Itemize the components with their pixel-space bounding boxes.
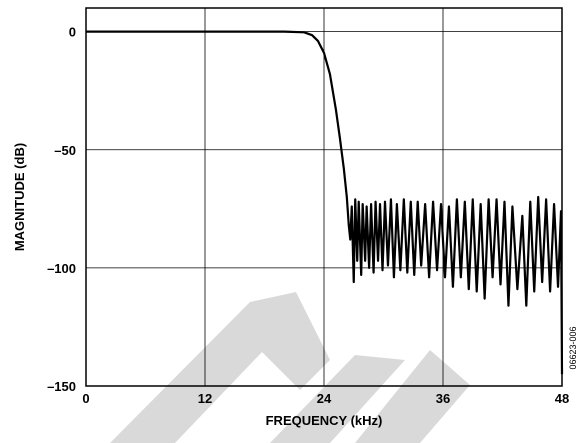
watermark-f-shape [355,350,470,443]
x-axis-title: FREQUENCY (kHz) [266,413,383,428]
y-axis-title: MAGNITUDE (dB) [12,143,27,251]
x-tick-label-4: 48 [555,391,569,406]
x-tick-label-2: 24 [317,391,332,406]
tick-labels: 0 12 24 36 48 0 –50 –100 –150 [47,25,569,406]
plot-frame [85,7,563,387]
watermark-e-shape [270,355,405,443]
y-tick-label-3: –150 [47,379,76,394]
y-tick-label-0: 0 [69,25,76,40]
watermark-r-shape [110,292,330,443]
x-tick-label-1: 12 [198,391,212,406]
watermark-shapes [110,292,470,443]
x-tick-label-3: 36 [436,391,450,406]
x-tick-label-0: 0 [82,391,89,406]
series-line-0 [86,30,564,375]
y-tick-label-1: –50 [54,143,76,158]
ref-watermark: REF [110,292,470,443]
figure-id-label: 06623-006 [568,326,578,369]
series-layer [86,30,564,375]
y-tick-label-2: –100 [47,261,76,276]
grid-lines [86,8,562,386]
